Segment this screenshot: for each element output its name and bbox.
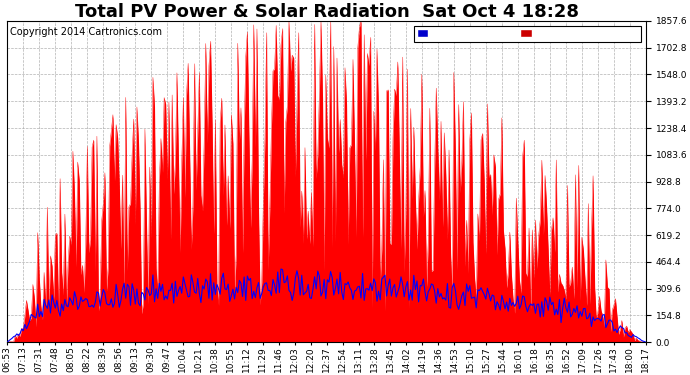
Title: Total PV Power & Solar Radiation  Sat Oct 4 18:28: Total PV Power & Solar Radiation Sat Oct…: [75, 3, 579, 21]
Text: Copyright 2014 Cartronics.com: Copyright 2014 Cartronics.com: [10, 27, 162, 38]
Legend: Radiation (W/m2), PV Panels (DC Watts): Radiation (W/m2), PV Panels (DC Watts): [414, 26, 641, 42]
